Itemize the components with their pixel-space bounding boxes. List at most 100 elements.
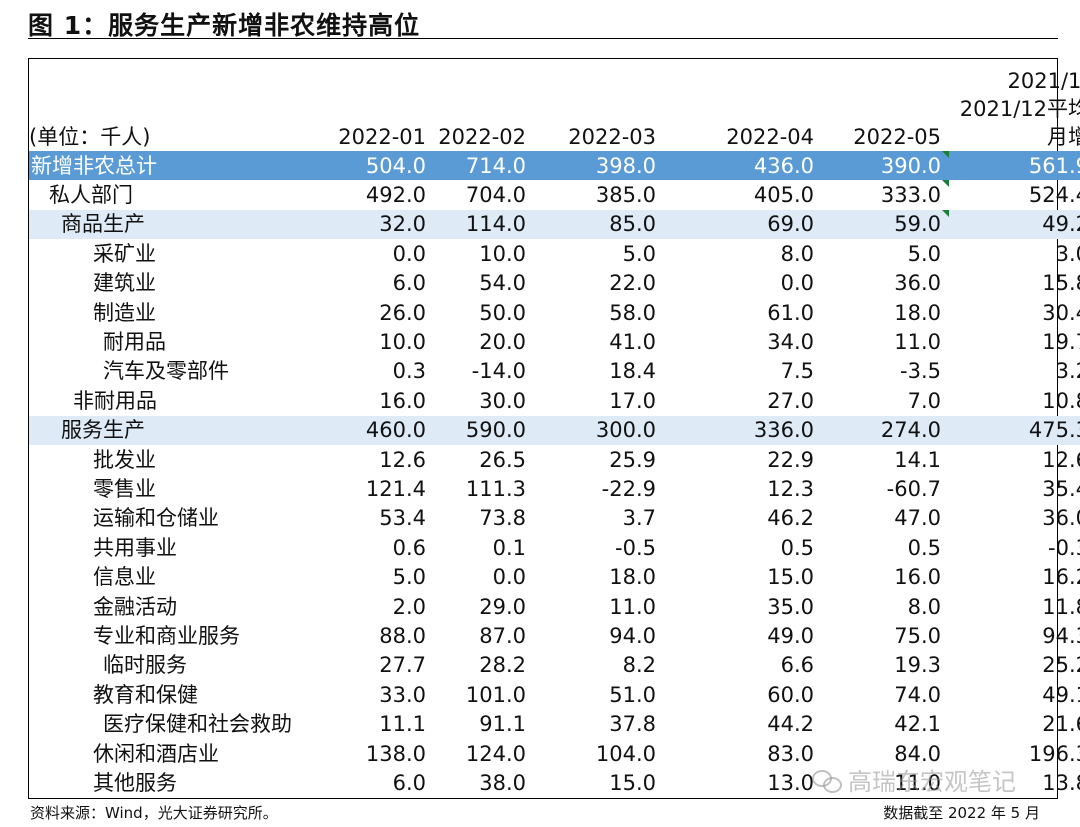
value-cell: 32.0 xyxy=(309,209,434,240)
value-cell: 94.0 xyxy=(609,623,656,648)
value-cell: -60.7 xyxy=(822,474,949,503)
value-cell: -3.5 xyxy=(822,357,949,386)
value-cell: 27.7 xyxy=(379,653,426,678)
watermark: 高瑞东宏观笔记 xyxy=(812,762,1016,797)
row-label: 医疗保健和社会救助 xyxy=(103,712,292,737)
table-row: 教育和保健 33.0 101.0 51.0 60.0 74.0 49.1 xyxy=(29,680,1080,709)
average-column-header: 2021/1- 2021/12平均 月增 xyxy=(949,59,1080,151)
value-cell: 44.2 xyxy=(767,712,814,737)
value-cell: 27.0 xyxy=(767,388,814,413)
row-label: 商品生产 xyxy=(29,209,309,240)
value-cell: 18.4 xyxy=(609,359,656,384)
column-header: 2022-04 xyxy=(726,125,814,149)
value-cell: 74.0 xyxy=(822,680,949,709)
table-row: 专业和商业服务 88.0 87.0 94.0 49.0 75.0 94.3 xyxy=(29,621,1080,650)
value-cell: 2.0 xyxy=(392,594,426,619)
value-cell: 0.0 xyxy=(780,271,814,296)
row-label: 教育和保健 xyxy=(93,682,198,707)
average-cell: 12.6 xyxy=(1042,447,1080,472)
value-cell: 300.0 xyxy=(534,415,664,445)
value-cell: 46.2 xyxy=(767,506,814,531)
average-cell: 475.3 xyxy=(949,415,1080,445)
value-text: 11.0 xyxy=(894,330,941,355)
value-cell: 20.0 xyxy=(479,330,526,355)
value-cell: 101.0 xyxy=(465,682,526,707)
row-label: 新增非农总计 xyxy=(29,151,309,181)
value-text: 5.0 xyxy=(907,241,941,266)
value-text: 8.0 xyxy=(907,594,941,619)
value-cell: 492.0 xyxy=(365,183,426,208)
value-cell: 5.0 xyxy=(822,239,949,268)
value-cell: 14.1 xyxy=(822,445,949,474)
value-cell: 36.0 xyxy=(822,269,949,298)
value-cell: 12.3 xyxy=(767,476,814,501)
value-cell: 390.0 xyxy=(822,151,949,181)
value-cell: 35.0 xyxy=(767,594,814,619)
value-cell: 17.0 xyxy=(609,388,656,413)
table-row: 信息业 5.0 0.0 18.0 15.0 16.0 16.2 xyxy=(29,562,1080,591)
value-cell: 398.0 xyxy=(534,151,664,181)
value-cell: 16.0 xyxy=(379,388,426,413)
value-cell: 714.0 xyxy=(434,151,534,181)
value-cell: 87.0 xyxy=(479,623,526,648)
average-cell: 524.4 xyxy=(1028,183,1080,208)
value-cell: 10.0 xyxy=(379,330,426,355)
row-label: 私人部门 xyxy=(49,183,133,208)
value-cell: 28.2 xyxy=(479,653,526,678)
value-cell: 590.0 xyxy=(434,415,534,445)
value-cell: 42.1 xyxy=(822,709,949,738)
table-row: 批发业 12.6 26.5 25.9 22.9 14.1 12.6 xyxy=(29,445,1080,474)
average-cell: 36.0 xyxy=(1042,506,1080,531)
value-cell: 0.1 xyxy=(492,535,526,560)
source-note: 资料来源：Wind，光大证券研究所。 xyxy=(30,804,278,822)
header-row: (单位：千人) 2022-01 2022-02 2022-03 2022-04 … xyxy=(29,59,1080,151)
average-cell: 49.2 xyxy=(949,209,1080,240)
value-cell: 504.0 xyxy=(309,151,434,181)
value-cell: 47.0 xyxy=(822,504,949,533)
value-cell: 54.0 xyxy=(479,271,526,296)
row-label: 采矿业 xyxy=(93,241,156,266)
value-cell: 8.0 xyxy=(822,592,949,621)
table-row: 汽车及零部件 0.3 -14.0 18.4 7.5 -3.5 3.2 xyxy=(29,357,1080,386)
table-row: 制造业 26.0 50.0 58.0 61.0 18.0 30.4 xyxy=(29,298,1080,327)
value-cell: 124.0 xyxy=(465,741,526,766)
average-cell: 13.8 xyxy=(1042,770,1080,795)
value-cell: 22.9 xyxy=(767,447,814,472)
value-cell: 26.0 xyxy=(379,300,426,325)
value-cell: 0.5 xyxy=(822,533,949,562)
bottom-divider xyxy=(28,798,1058,799)
value-cell: 22.0 xyxy=(609,271,656,296)
value-cell: 41.0 xyxy=(609,330,656,355)
value-cell: 0.3 xyxy=(392,359,426,384)
average-cell: 21.6 xyxy=(1042,712,1080,737)
value-text: 19.3 xyxy=(894,653,941,678)
value-cell: 5.0 xyxy=(392,565,426,590)
value-cell: 333.0 xyxy=(822,180,949,209)
value-text: 42.1 xyxy=(894,712,941,737)
table-row: 私人部门 492.0 704.0 385.0 405.0 333.0 524.4 xyxy=(29,180,1080,209)
row-label: 汽车及零部件 xyxy=(103,359,229,384)
value-text: 18.0 xyxy=(894,300,941,325)
value-cell: 49.0 xyxy=(767,623,814,648)
value-text: 7.0 xyxy=(907,388,941,413)
row-label: 金融活动 xyxy=(93,594,177,619)
average-cell: 196.3 xyxy=(1028,741,1080,766)
value-cell: 0.0 xyxy=(392,241,426,266)
value-cell: 405.0 xyxy=(753,183,814,208)
value-cell: 6.6 xyxy=(780,653,814,678)
value-cell: 85.0 xyxy=(534,209,664,240)
row-label: 建筑业 xyxy=(93,271,156,296)
title-divider xyxy=(28,38,1058,39)
average-cell: 10.8 xyxy=(1042,388,1080,413)
comment-flag-icon xyxy=(942,151,949,158)
average-cell: 16.2 xyxy=(1042,565,1080,590)
value-cell: 38.0 xyxy=(479,770,526,795)
value-cell: 37.8 xyxy=(609,712,656,737)
value-cell: 11.1 xyxy=(379,712,426,737)
average-cell: 25.2 xyxy=(1042,653,1080,678)
row-label: 制造业 xyxy=(93,300,156,325)
row-label: 休闲和酒店业 xyxy=(93,741,219,766)
value-cell: 15.0 xyxy=(609,770,656,795)
table-row: 耐用品 10.0 20.0 41.0 34.0 11.0 19.7 xyxy=(29,327,1080,356)
value-cell: 8.2 xyxy=(622,653,656,678)
